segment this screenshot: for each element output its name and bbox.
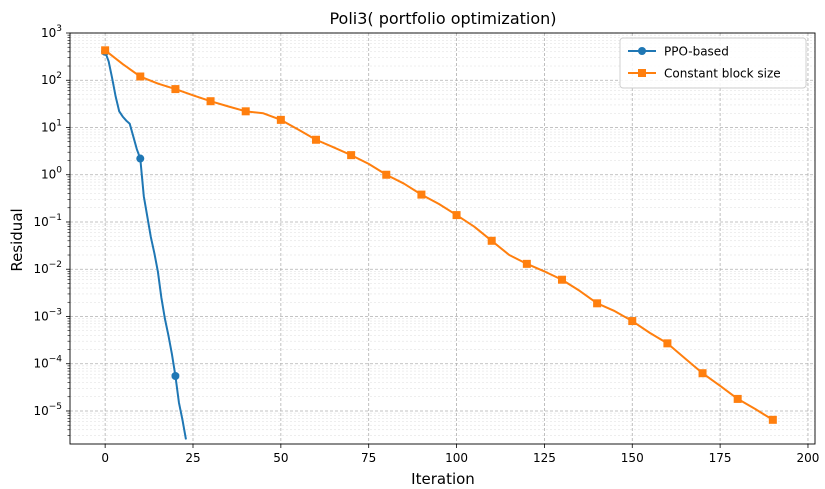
y-tick-label: 10−2 [33,260,62,276]
legend-label: Constant block size [664,67,781,81]
data-point [382,170,391,179]
series-line [104,51,187,440]
x-tick-label: 125 [533,451,556,465]
x-tick-label: 175 [709,451,732,465]
data-point [136,154,145,163]
series-line [104,49,774,421]
x-axis-label: Iteration [411,470,475,488]
data-point [417,190,426,199]
plot-frame [69,32,816,445]
data-point [347,151,356,160]
x-tick-label: 150 [621,451,644,465]
legend-item: Constant block size [628,67,781,81]
data-point [768,415,777,424]
data-point [276,115,285,124]
data-point [593,299,602,308]
data-point [452,211,461,220]
x-tick-label: 25 [185,451,200,465]
legend: PPO-based Constant block size [619,37,807,89]
x-tick-label: 200 [797,451,820,465]
data-point [171,85,180,94]
x-tick-label: 0 [101,451,109,465]
data-point [557,275,566,284]
x-tick-label: 100 [445,451,468,465]
data-point [487,236,496,245]
y-axis-label: Residual [8,208,26,271]
data-point [698,369,707,378]
x-tick-label: 50 [273,451,288,465]
y-tick-label: 10−5 [33,402,62,418]
y-tick-label: 100 [41,166,62,182]
legend-swatch-marker [638,47,646,55]
y-tick-label: 102 [41,71,62,87]
chart-title: Poli3( portfolio optimization) [329,9,556,28]
series-constant-block-size [101,46,777,424]
x-tick-label: 75 [361,451,376,465]
y-tick-label: 103 [41,24,62,40]
y-tick-label: 10−1 [33,213,62,229]
data-point [663,339,672,348]
data-point [171,371,180,380]
data-point [522,259,531,268]
y-tick-label: 10−4 [33,355,62,371]
legend-box [619,37,807,89]
ticks-layer: 103 102 101 100 10−1 10−2 10−3 10−4 10−5 0 25 50 75 1… [33,24,819,465]
legend-label: PPO-based [664,45,729,59]
data-point [136,72,145,81]
y-tick-label: 10−3 [33,307,62,323]
series-layer [101,46,777,440]
data-point [241,107,250,116]
data-point [311,135,320,144]
legend-item: PPO-based [628,45,729,59]
data-point [206,97,215,106]
legend-swatch-marker [638,69,646,77]
data-point [733,394,742,403]
data-point [628,317,637,326]
y-tick-label: 101 [41,118,62,134]
data-point [101,46,110,55]
